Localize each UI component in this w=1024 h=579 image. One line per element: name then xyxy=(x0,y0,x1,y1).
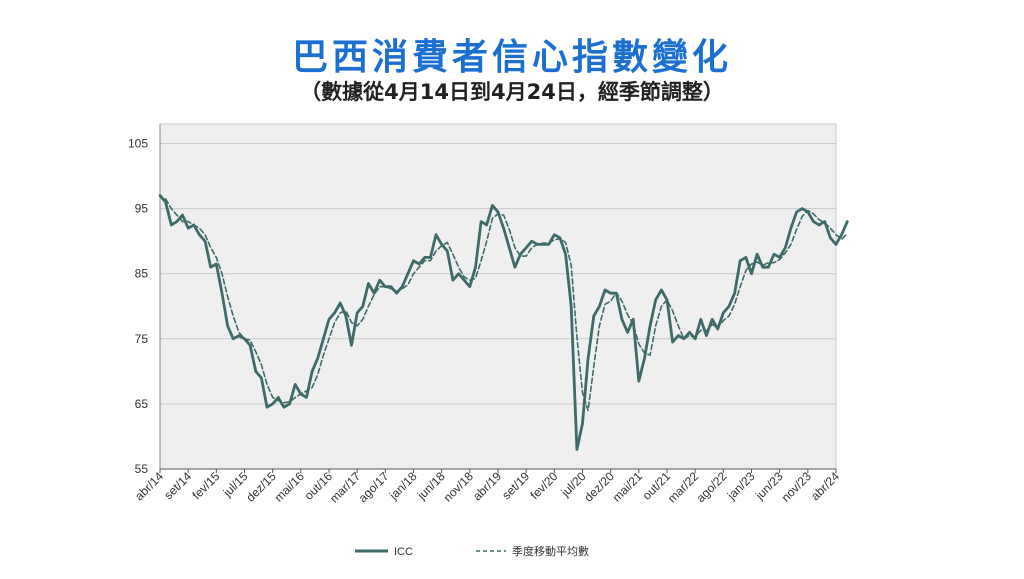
legend-label-moving-average: 季度移動平均數 xyxy=(512,544,589,558)
y-axis-ticks: 55 65 75 85 95 105 xyxy=(128,137,148,476)
x-tick-label: fev/20 xyxy=(527,469,560,502)
x-tick-label: mar/17 xyxy=(327,469,364,506)
y-tick-label: 75 xyxy=(135,332,149,346)
grid-lines xyxy=(160,143,836,405)
x-tick-label: mar/22 xyxy=(665,469,702,506)
x-tick-label: jan/18 xyxy=(386,469,420,503)
y-tick-label: 55 xyxy=(135,462,149,476)
x-axis-ticks: abr/14set/14fev/15jul/15dez/15mai/16out/… xyxy=(132,469,842,506)
y-tick-label: 95 xyxy=(135,202,149,216)
x-tick-label: jan/23 xyxy=(724,469,758,503)
series-layer xyxy=(158,194,849,451)
x-tick-label: nov/23 xyxy=(779,469,815,505)
chart-title: 巴西消費者信心指數變化 xyxy=(291,36,732,78)
series-line-icc xyxy=(158,194,849,451)
chart-subtitle: （數據從4月14日到4月24日，經季節調整） xyxy=(300,80,724,104)
series-line-moving-average xyxy=(164,198,849,412)
x-tick-label: mai/16 xyxy=(272,469,308,505)
y-tick-label: 105 xyxy=(128,137,148,151)
x-tick-label: dez/15 xyxy=(243,469,279,505)
x-tick-label: ago/17 xyxy=(356,469,392,505)
x-tick-label: abr/19 xyxy=(470,469,504,503)
x-tick-label: ago/22 xyxy=(694,469,730,505)
x-tick-label: set/14 xyxy=(161,469,194,502)
x-tick-label: fev/15 xyxy=(189,469,222,502)
legend: ICC 季度移動平均數 xyxy=(355,544,589,558)
plot-area xyxy=(159,123,837,470)
x-tick-label: abr/24 xyxy=(808,469,842,503)
x-tick-label: nov/18 xyxy=(441,469,477,505)
legend-label-icc: ICC xyxy=(394,546,413,558)
x-tick-label: set/19 xyxy=(499,469,532,502)
x-tick-label: dez/20 xyxy=(581,469,617,505)
y-tick-label: 85 xyxy=(135,267,149,281)
x-tick-label: mai/21 xyxy=(610,469,646,505)
y-tick-label: 65 xyxy=(135,397,149,411)
